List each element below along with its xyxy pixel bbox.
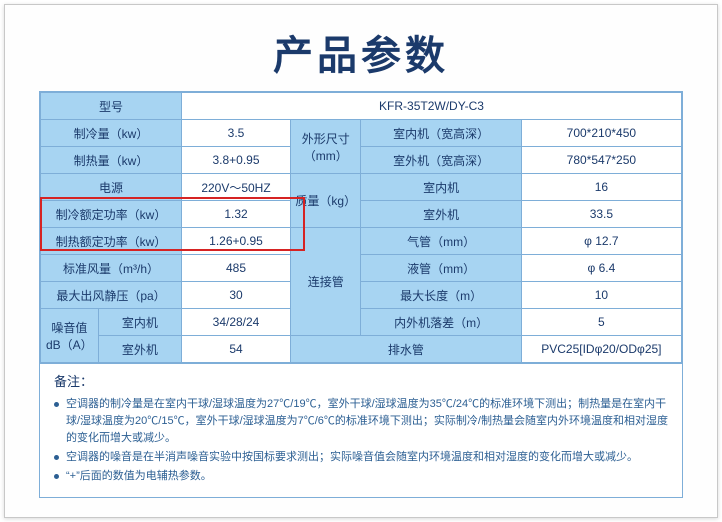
label-maxlen: 最大长度（m）: [361, 282, 521, 309]
value-drop: 5: [521, 309, 681, 336]
value-heatpower: 1.26+0.95: [182, 228, 291, 255]
spec-table-wrap: 型号 KFR-35T2W/DY-C3 制冷量（kw） 3.5 外形尺寸（mm） …: [39, 91, 683, 364]
title-wrap: 产品参数: [5, 5, 717, 91]
label-noise-outdoor: 室外机: [98, 336, 181, 363]
label-dim-indoor: 室内机（宽高深）: [361, 120, 521, 147]
label-drain: 排水管: [290, 336, 521, 363]
value-dim-indoor: 700*210*450: [521, 120, 681, 147]
note-item: 空调器的制冷量是在室内干球/湿球温度为27℃/19℃，室外干球/湿球温度为35℃…: [54, 396, 668, 447]
notes-list: 空调器的制冷量是在室内干球/湿球温度为27℃/19℃，室外干球/湿球温度为35℃…: [54, 396, 668, 485]
label-gas: 气管（mm）: [361, 228, 521, 255]
value-power: 220V～50HZ: [182, 174, 291, 201]
label-drop: 内外机落差（m）: [361, 309, 521, 336]
label-airflow: 标准风量（m³/h）: [41, 255, 182, 282]
label-noise-indoor: 室内机: [98, 309, 181, 336]
value-model: KFR-35T2W/DY-C3: [182, 93, 682, 120]
spec-table: 型号 KFR-35T2W/DY-C3 制冷量（kw） 3.5 外形尺寸（mm） …: [40, 92, 682, 363]
label-mass: 质量（kg）: [290, 174, 361, 228]
value-mass-indoor: 16: [521, 174, 681, 201]
label-noise: 噪音值 dB（A）: [41, 309, 99, 363]
label-dim: 外形尺寸（mm）: [290, 120, 361, 174]
value-drain: PVC25[IDφ20/ODφ25]: [521, 336, 681, 363]
label-liquid: 液管（mm）: [361, 255, 521, 282]
label-coolpower: 制冷额定功率（kw）: [41, 201, 182, 228]
label-cooling: 制冷量（kw）: [41, 120, 182, 147]
value-coolpower: 1.32: [182, 201, 291, 228]
value-liquid: φ 6.4: [521, 255, 681, 282]
label-dim-outdoor: 室外机（宽高深）: [361, 147, 521, 174]
label-heatpower: 制热额定功率（kw）: [41, 228, 182, 255]
value-airflow: 485: [182, 255, 291, 282]
document-card: 产品参数 型号 KFR-35T2W/DY-C3 制冷量（kw） 3.5 外形尺寸…: [4, 4, 718, 518]
note-item: “+”后面的数值为电辅热参数。: [54, 468, 668, 485]
notes-section: 备注： 空调器的制冷量是在室内干球/湿球温度为27℃/19℃，室外干球/湿球温度…: [39, 364, 683, 498]
label-pipe: 连接管: [290, 228, 361, 336]
value-noise-indoor: 34/28/24: [182, 309, 291, 336]
page-title: 产品参数: [5, 23, 717, 81]
label-mass-indoor: 室内机: [361, 174, 521, 201]
label-power: 电源: [41, 174, 182, 201]
value-noise-outdoor: 54: [182, 336, 291, 363]
value-mass-outdoor: 33.5: [521, 201, 681, 228]
value-dim-outdoor: 780*547*250: [521, 147, 681, 174]
label-model: 型号: [41, 93, 182, 120]
value-static: 30: [182, 282, 291, 309]
note-item: 空调器的噪音是在半消声噪音实验中按国标要求测出；实际噪音值会随室内环境温度和相对…: [54, 449, 668, 466]
value-maxlen: 10: [521, 282, 681, 309]
value-gas: φ 12.7: [521, 228, 681, 255]
label-mass-outdoor: 室外机: [361, 201, 521, 228]
value-heating: 3.8+0.95: [182, 147, 291, 174]
value-cooling: 3.5: [182, 120, 291, 147]
label-heating: 制热量（kw）: [41, 147, 182, 174]
label-static: 最大出风静压（pa）: [41, 282, 182, 309]
notes-title: 备注：: [54, 372, 668, 392]
